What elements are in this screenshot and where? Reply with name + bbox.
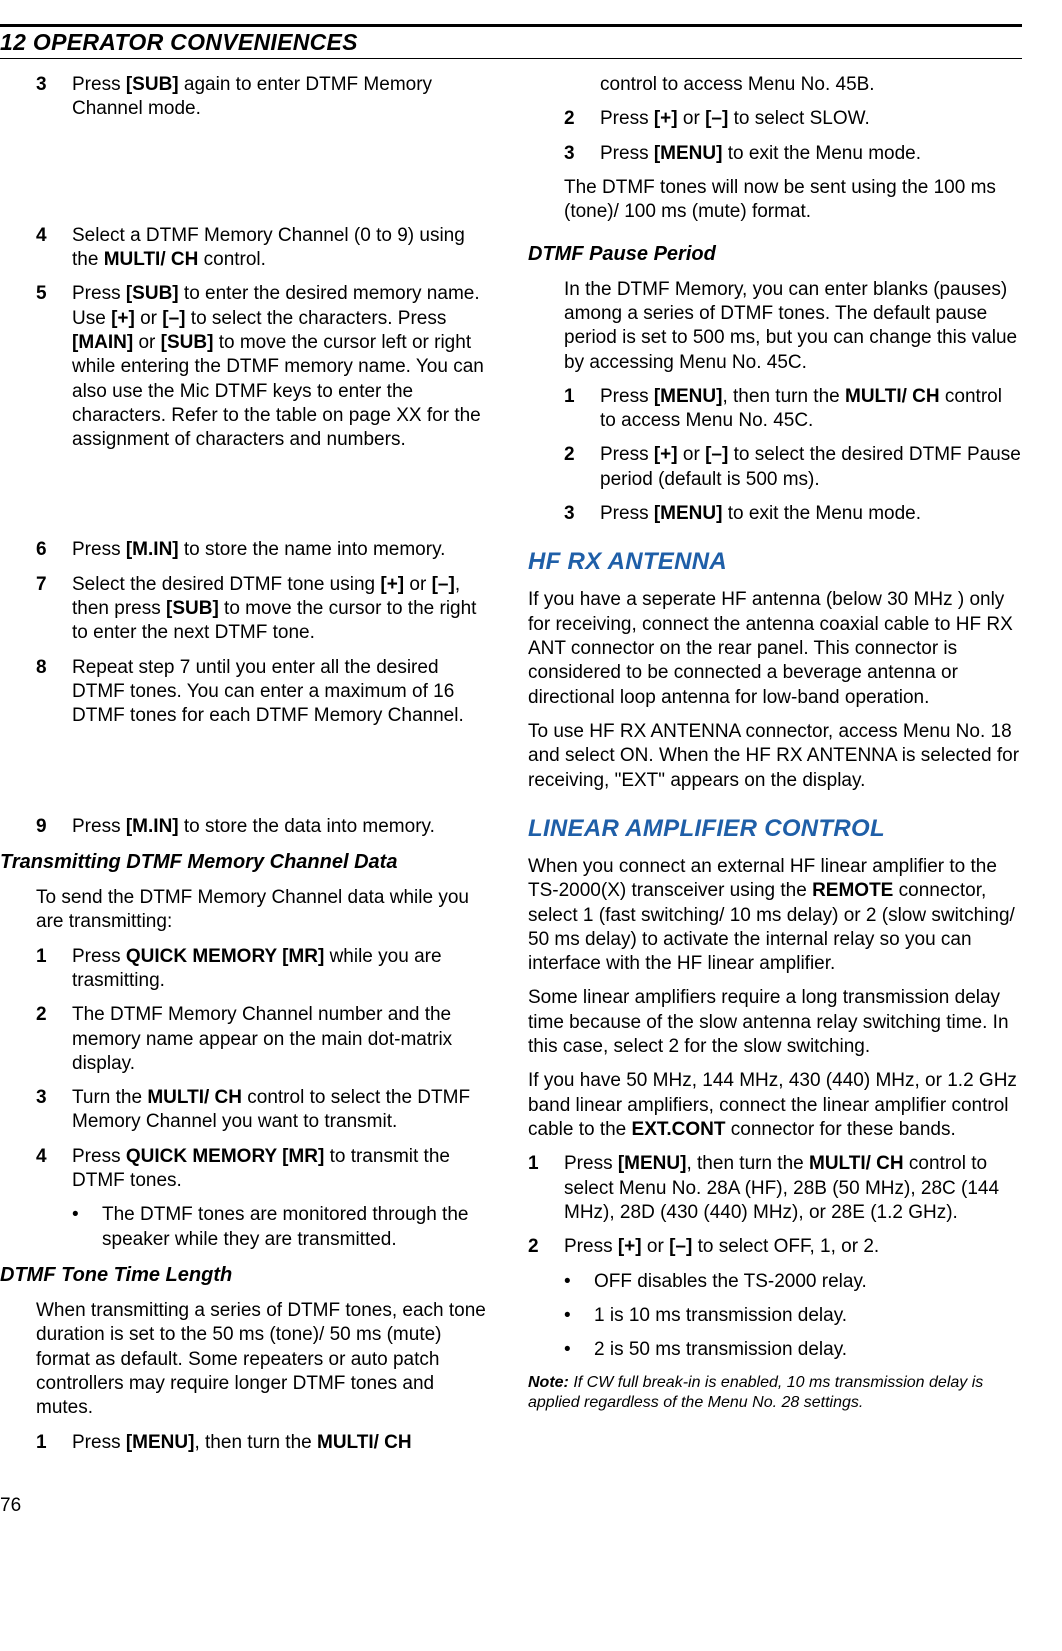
step-text: Press [+] or [–] to select SLOW. (600, 107, 1022, 131)
lin-p3: If you have 50 MHz, 144 MHz, 430 (440) M… (528, 1069, 1022, 1142)
step-number: 4 (36, 1145, 72, 1194)
note-text: If CW full break-in is enabled, 10 ms tr… (528, 1374, 983, 1411)
step-text: control to access Menu No. 45B. (600, 73, 1022, 97)
step-4: 4 Select a DTMF Memory Channel (0 to 9) … (36, 224, 494, 273)
step-3: 3 Press [SUB] again to enter DTMF Memory… (36, 73, 494, 122)
bullet-marker: • (72, 1203, 102, 1252)
bullet-marker: • (564, 1270, 594, 1294)
step-number: 2 (564, 443, 600, 492)
step-text: Select a DTMF Memory Channel (0 to 9) us… (72, 224, 494, 273)
step-number: 6 (36, 538, 72, 562)
step-8: 8 Repeat step 7 until you enter all the … (36, 656, 494, 729)
left-column: 3 Press [SUB] again to enter DTMF Memory… (0, 73, 494, 1465)
tone-step-1-cont: control to access Menu No. 45B. (564, 73, 1022, 97)
bullet-text: 1 is 10 ms transmission delay. (594, 1304, 1022, 1328)
step-text: Repeat step 7 until you enter all the de… (72, 656, 494, 729)
lin-bullet-1: • 1 is 10 ms transmission delay. (528, 1304, 1022, 1328)
two-column-layout: 3 Press [SUB] again to enter DTMF Memory… (0, 73, 1022, 1465)
section-hf-rx: HF RX ANTENNA (528, 548, 1022, 576)
bullet-marker: • (564, 1338, 594, 1362)
subsection-pause: DTMF Pause Period (528, 243, 1022, 266)
section-header: 12 OPERATOR CONVENIENCES (0, 24, 1022, 59)
spacer (36, 462, 494, 538)
bullet-marker: • (564, 1304, 594, 1328)
right-column: control to access Menu No. 45B. 2 Press … (528, 73, 1022, 1465)
lin-step-2: 2 Press [+] or [–] to select OFF, 1, or … (528, 1235, 1022, 1259)
page-number: 76 (0, 1495, 1022, 1517)
step-number: 2 (36, 1003, 72, 1076)
lin-p2: Some linear amplifiers require a long tr… (528, 986, 1022, 1059)
tx-step-4: 4 Press QUICK MEMORY [MR] to transmit th… (36, 1145, 494, 1194)
step-text: Press [MENU], then turn the MULTI/ CH (72, 1431, 494, 1455)
tone-step-3: 3 Press [MENU] to exit the Menu mode. (564, 142, 1022, 166)
step-number: 2 (528, 1235, 564, 1259)
bullet-text: The DTMF tones are monitored through the… (102, 1203, 494, 1252)
tx-step-1: 1 Press QUICK MEMORY [MR] while you are … (36, 945, 494, 994)
section-title: 12 OPERATOR CONVENIENCES (0, 29, 358, 55)
step-5: 5 Press [SUB] to enter the desired memor… (36, 282, 494, 452)
step-text: Press [+] or [–] to select OFF, 1, or 2. (564, 1235, 1022, 1259)
step-text: Press [M.IN] to store the name into memo… (72, 538, 494, 562)
step-text: Press [MENU] to exit the Menu mode. (600, 142, 1022, 166)
section-linear-amp: LINEAR AMPLIFIER CONTROL (528, 815, 1022, 843)
step-number: 1 (528, 1152, 564, 1225)
step-text: Turn the MULTI/ CH control to select the… (72, 1086, 494, 1135)
lin-bullet-2: • 2 is 50 ms transmission delay. (528, 1338, 1022, 1362)
step-text: Press [MENU], then turn the MULTI/ CH co… (600, 385, 1022, 434)
lin-bullet-off: • OFF disables the TS-2000 relay. (528, 1270, 1022, 1294)
step-number: 7 (36, 573, 72, 646)
step-number: 9 (36, 815, 72, 839)
tx-step-2: 2 The DTMF Memory Channel number and the… (36, 1003, 494, 1076)
spacer (36, 739, 494, 815)
lin-step-1: 1 Press [MENU], then turn the MULTI/ CH … (528, 1152, 1022, 1225)
step-number: 3 (564, 142, 600, 166)
spacer (36, 132, 494, 224)
step-number: 1 (36, 945, 72, 994)
pause-intro: In the DTMF Memory, you can enter blanks… (564, 278, 1022, 375)
step-number: 1 (36, 1431, 72, 1455)
hf-p1: If you have a seperate HF antenna (below… (528, 588, 1022, 710)
step-text: Press QUICK MEMORY [MR] to transmit the … (72, 1145, 494, 1194)
step-number: 3 (36, 1086, 72, 1135)
note: Note: If CW full break-in is enabled, 10… (528, 1373, 1022, 1413)
tx-step-4-bullet: • The DTMF tones are monitored through t… (36, 1203, 494, 1252)
tone-step-2: 2 Press [+] or [–] to select SLOW. (564, 107, 1022, 131)
tx-intro: To send the DTMF Memory Channel data whi… (36, 886, 494, 935)
bullet-text: 2 is 50 ms transmission delay. (594, 1338, 1022, 1362)
step-text: Press [MENU] to exit the Menu mode. (600, 502, 1022, 526)
subsection-tone-length: DTMF Tone Time Length (0, 1264, 494, 1287)
step-text: The DTMF Memory Channel number and the m… (72, 1003, 494, 1076)
bullet-text: OFF disables the TS-2000 relay. (594, 1270, 1022, 1294)
step-text: Press [M.IN] to store the data into memo… (72, 815, 494, 839)
pause-step-2: 2 Press [+] or [–] to select the desired… (564, 443, 1022, 492)
step-text: Press QUICK MEMORY [MR] while you are tr… (72, 945, 494, 994)
note-label: Note: (528, 1374, 569, 1391)
step-number: 3 (36, 73, 72, 122)
pause-step-3: 3 Press [MENU] to exit the Menu mode. (564, 502, 1022, 526)
tx-step-3: 3 Turn the MULTI/ CH control to select t… (36, 1086, 494, 1135)
step-9: 9 Press [M.IN] to store the data into me… (36, 815, 494, 839)
hf-p2: To use HF RX ANTENNA connector, access M… (528, 720, 1022, 793)
step-number (564, 73, 600, 97)
step-7: 7 Select the desired DTMF tone using [+]… (36, 573, 494, 646)
step-number: 3 (564, 502, 600, 526)
step-number: 5 (36, 282, 72, 452)
step-number: 4 (36, 224, 72, 273)
step-text: Press [SUB] to enter the desired memory … (72, 282, 494, 452)
subsection-transmitting: Transmitting DTMF Memory Channel Data (0, 851, 494, 874)
pause-step-1: 1 Press [MENU], then turn the MULTI/ CH … (564, 385, 1022, 434)
step-text: Press [+] or [–] to select the desired D… (600, 443, 1022, 492)
tone-outro: The DTMF tones will now be sent using th… (564, 176, 1022, 225)
lin-p1: When you connect an external HF linear a… (528, 855, 1022, 977)
step-number: 2 (564, 107, 600, 131)
step-number: 8 (36, 656, 72, 729)
step-text: Press [MENU], then turn the MULTI/ CH co… (564, 1152, 1022, 1225)
step-number: 1 (564, 385, 600, 434)
step-text: Press [SUB] again to enter DTMF Memory C… (72, 73, 494, 122)
step-6: 6 Press [M.IN] to store the name into me… (36, 538, 494, 562)
step-text: Select the desired DTMF tone using [+] o… (72, 573, 494, 646)
tone-step-1: 1 Press [MENU], then turn the MULTI/ CH (36, 1431, 494, 1455)
tone-intro: When transmitting a series of DTMF tones… (36, 1299, 494, 1421)
